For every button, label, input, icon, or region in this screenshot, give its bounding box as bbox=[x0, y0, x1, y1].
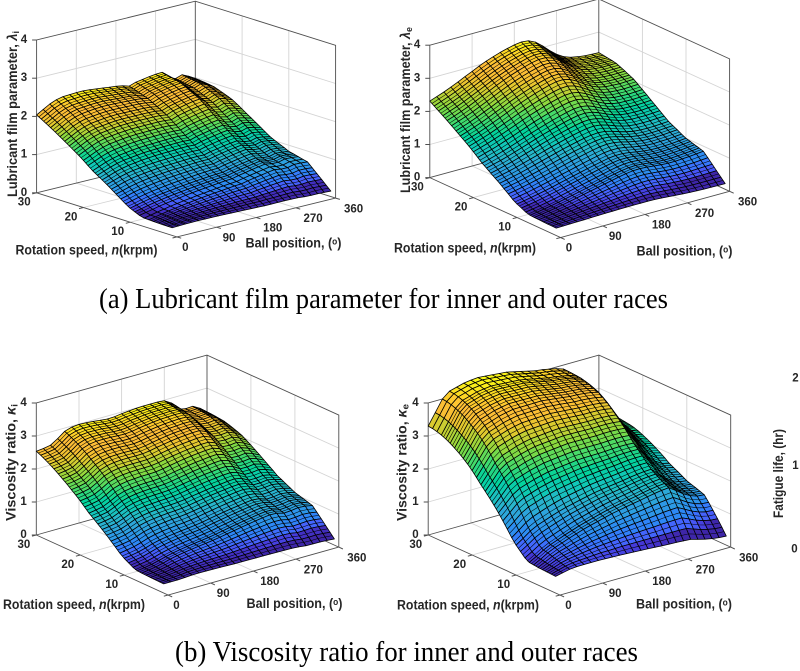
svg-text:90: 90 bbox=[609, 231, 622, 243]
svg-text:270: 270 bbox=[695, 208, 714, 220]
svg-text:Lubricant film parameter, λe: Lubricant film parameter, λe bbox=[398, 27, 415, 193]
svg-text:Ball position, (o): Ball position, (o) bbox=[247, 596, 343, 611]
svg-text:30: 30 bbox=[18, 539, 31, 551]
svg-text:2: 2 bbox=[792, 373, 798, 385]
svg-text:1: 1 bbox=[414, 139, 421, 151]
svg-text:360: 360 bbox=[347, 552, 366, 564]
svg-text:180: 180 bbox=[652, 576, 671, 588]
svg-text:20: 20 bbox=[65, 211, 78, 223]
svg-text:10: 10 bbox=[498, 221, 511, 233]
svg-text:3: 3 bbox=[412, 430, 418, 442]
svg-text:Fatigue life, (hr): Fatigue life, (hr) bbox=[771, 429, 786, 518]
svg-text:(b) Viscosity ratio for inner: (b) Viscosity ratio for inner and outer … bbox=[175, 637, 638, 668]
svg-text:Ball position, (o): Ball position, (o) bbox=[636, 596, 732, 611]
svg-text:Rotation speed, n(krpm): Rotation speed, n(krpm) bbox=[16, 242, 158, 257]
svg-text:90: 90 bbox=[609, 588, 622, 600]
svg-text:Lubricant film parameter, λi: Lubricant film parameter, λi bbox=[5, 31, 22, 197]
svg-text:Rotation speed, n(krpm): Rotation speed, n(krpm) bbox=[3, 597, 145, 612]
svg-text:90: 90 bbox=[217, 588, 230, 600]
svg-text:30: 30 bbox=[409, 539, 422, 551]
svg-text:20: 20 bbox=[61, 559, 74, 571]
svg-text:0: 0 bbox=[565, 600, 571, 612]
svg-text:30: 30 bbox=[411, 181, 424, 193]
svg-text:4: 4 bbox=[414, 39, 421, 51]
svg-text:(a) Lubricant film parameter f: (a) Lubricant film parameter for inner a… bbox=[99, 284, 668, 315]
svg-text:270: 270 bbox=[304, 213, 323, 225]
svg-text:10: 10 bbox=[105, 579, 118, 591]
svg-text:180: 180 bbox=[263, 223, 282, 235]
svg-text:0: 0 bbox=[182, 242, 188, 254]
svg-text:Viscosity ratio, κe: Viscosity ratio, κe bbox=[394, 404, 411, 521]
svg-text:20: 20 bbox=[453, 559, 466, 571]
svg-text:10: 10 bbox=[497, 579, 510, 591]
svg-text:30: 30 bbox=[18, 197, 31, 209]
svg-text:1: 1 bbox=[21, 149, 28, 161]
svg-text:0: 0 bbox=[21, 187, 27, 199]
svg-text:Rotation speed, n(krpm): Rotation speed, n(krpm) bbox=[394, 240, 536, 255]
svg-text:0: 0 bbox=[566, 243, 572, 255]
svg-text:Viscosity ratio, κi: Viscosity ratio, κi bbox=[3, 404, 20, 521]
svg-text:360: 360 bbox=[739, 552, 758, 564]
svg-text:180: 180 bbox=[260, 576, 279, 588]
svg-text:0: 0 bbox=[791, 544, 797, 556]
svg-text:2: 2 bbox=[412, 463, 418, 475]
svg-text:1: 1 bbox=[412, 496, 419, 508]
svg-text:4: 4 bbox=[20, 397, 27, 409]
svg-text:1: 1 bbox=[20, 496, 27, 508]
svg-text:0: 0 bbox=[173, 600, 179, 612]
svg-text:1: 1 bbox=[792, 460, 799, 472]
svg-text:2: 2 bbox=[21, 110, 27, 122]
svg-text:2: 2 bbox=[414, 105, 420, 117]
svg-text:360: 360 bbox=[344, 203, 363, 215]
svg-text:0: 0 bbox=[412, 529, 418, 541]
svg-text:2: 2 bbox=[20, 463, 26, 475]
svg-text:0: 0 bbox=[414, 172, 420, 184]
svg-text:3: 3 bbox=[20, 430, 26, 442]
svg-text:Rotation speed, n(krpm): Rotation speed, n(krpm) bbox=[397, 598, 539, 613]
svg-text:90: 90 bbox=[223, 232, 236, 244]
svg-text:180: 180 bbox=[652, 220, 671, 232]
svg-text:10: 10 bbox=[111, 226, 124, 238]
svg-text:Ball position, (o): Ball position, (o) bbox=[246, 236, 342, 251]
svg-text:4: 4 bbox=[412, 397, 419, 409]
svg-text:360: 360 bbox=[738, 197, 757, 209]
svg-text:270: 270 bbox=[696, 564, 715, 576]
svg-text:4: 4 bbox=[21, 34, 28, 46]
svg-text:Ball position, (o): Ball position, (o) bbox=[637, 244, 733, 259]
svg-text:270: 270 bbox=[304, 564, 323, 576]
svg-text:0: 0 bbox=[20, 529, 26, 541]
svg-text:3: 3 bbox=[21, 72, 27, 84]
svg-text:20: 20 bbox=[455, 201, 468, 213]
svg-text:3: 3 bbox=[414, 72, 420, 84]
